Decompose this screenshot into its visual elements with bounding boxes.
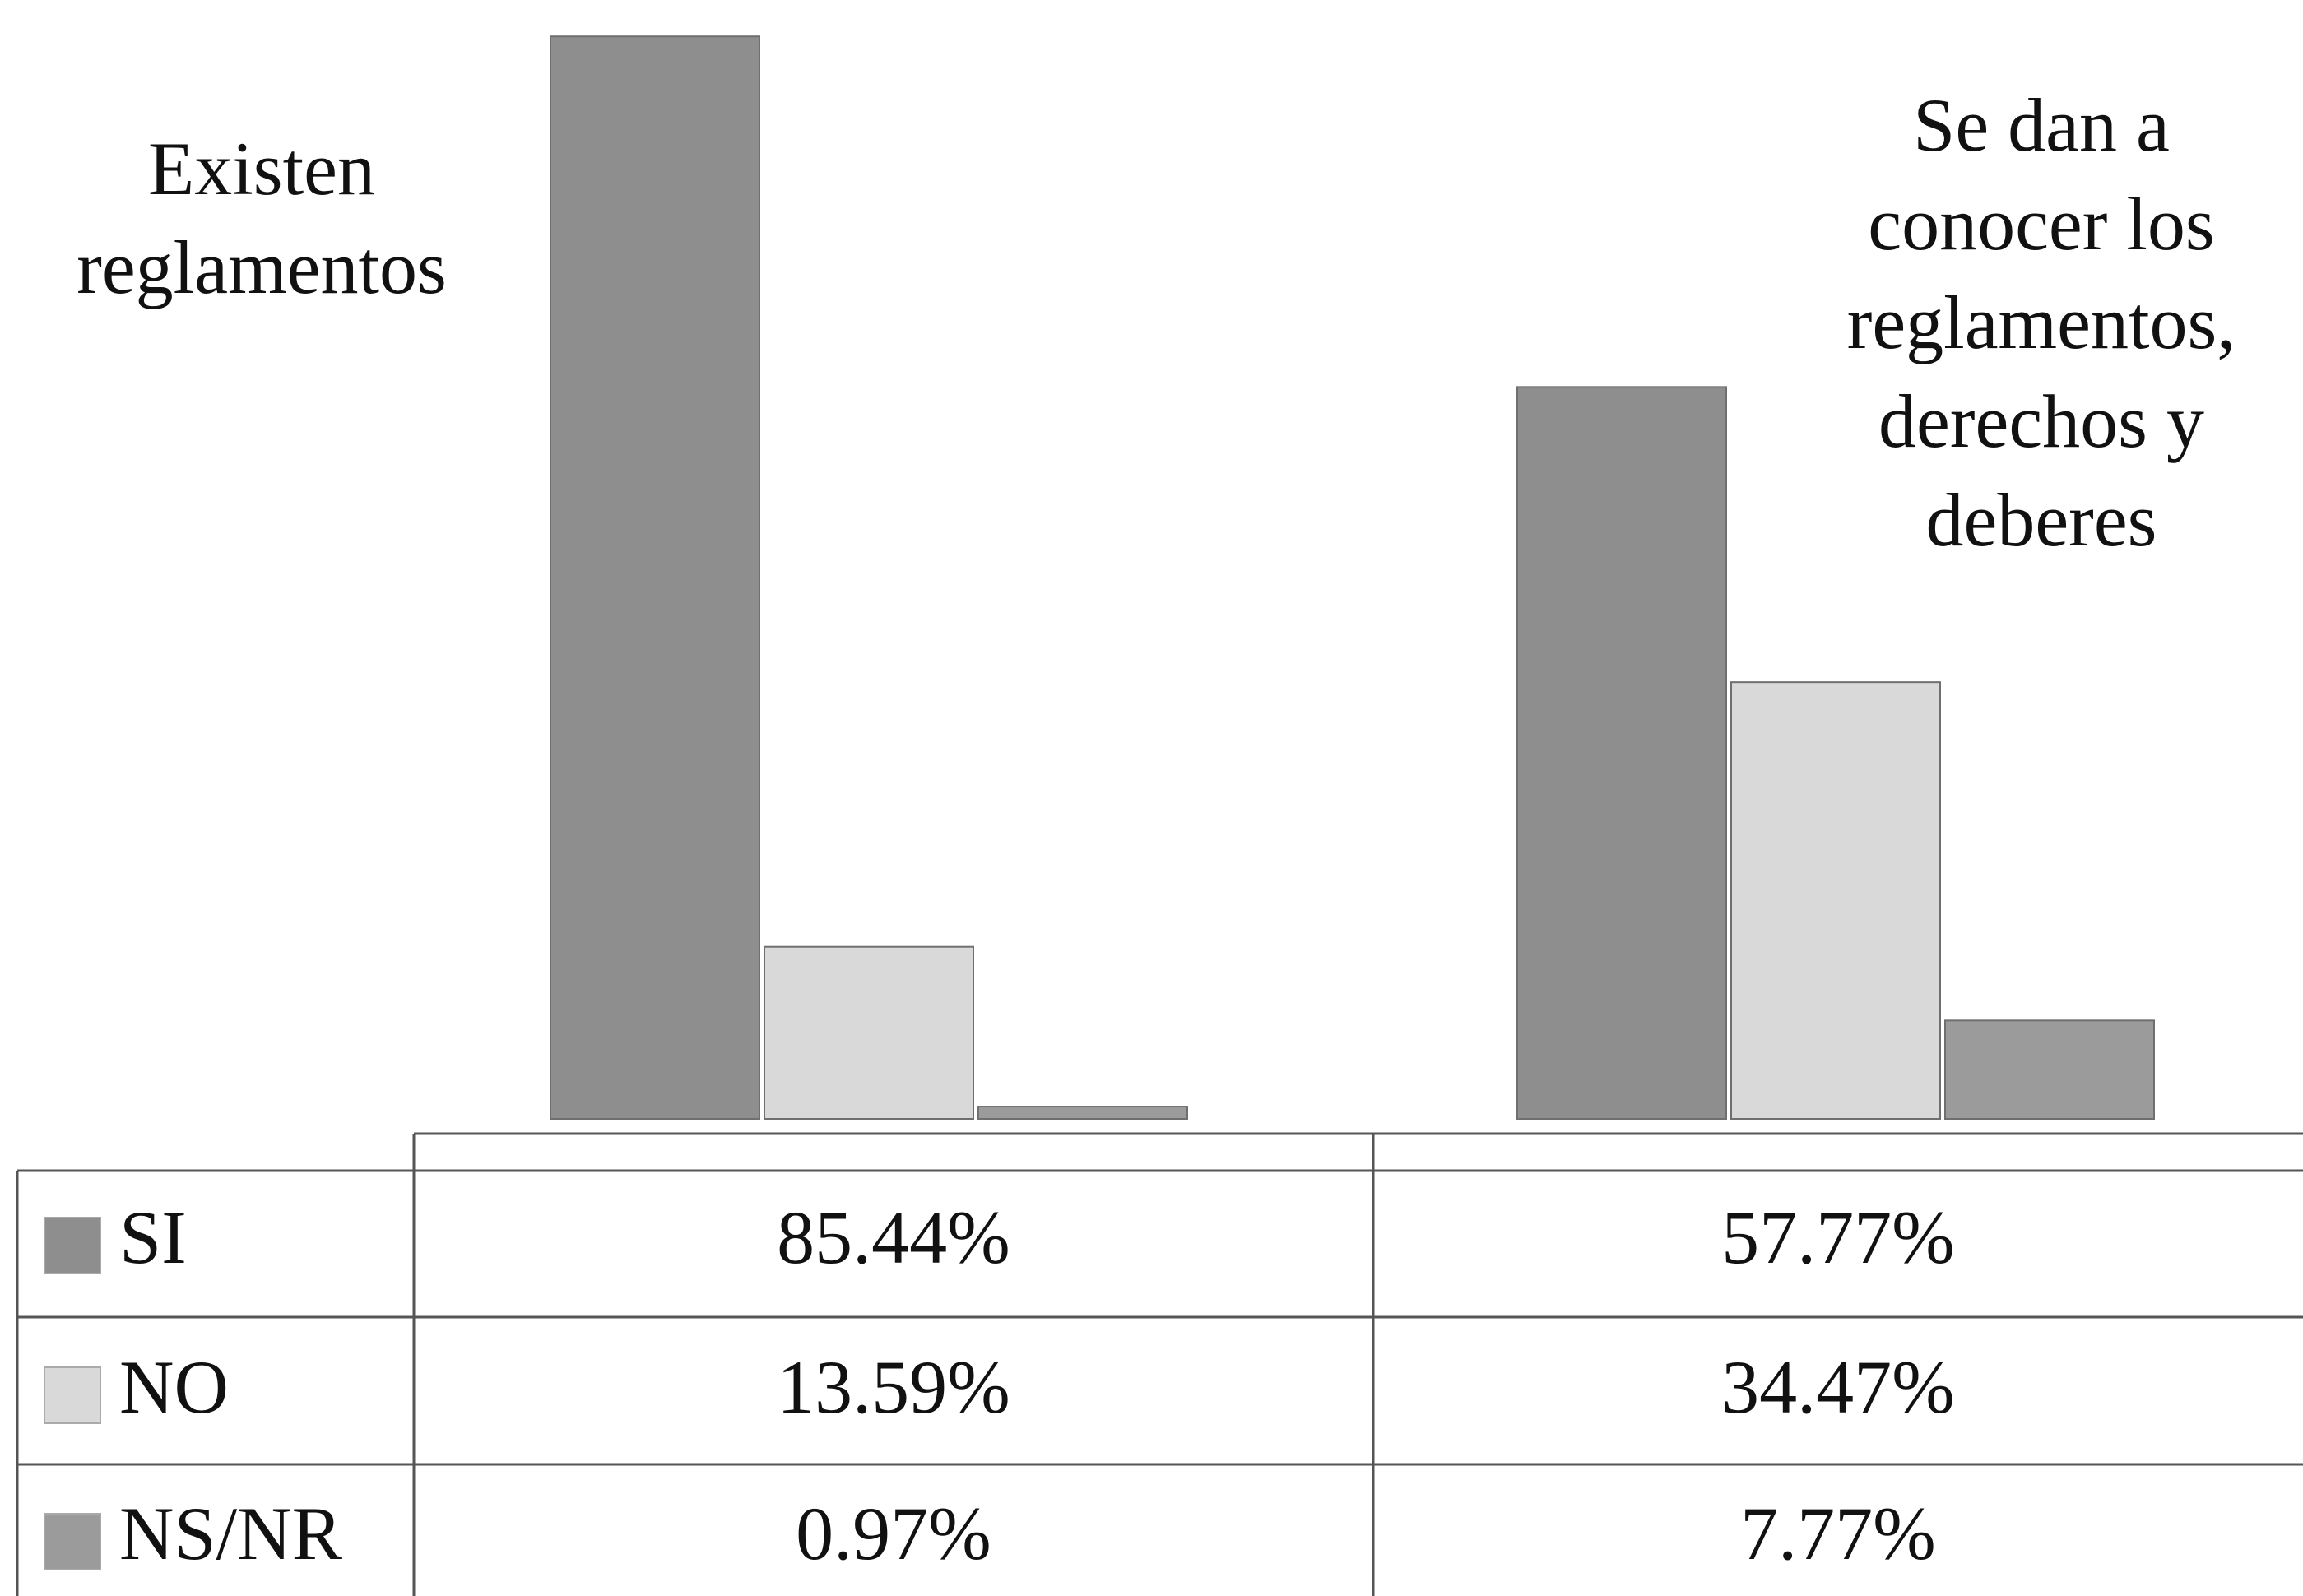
bar [550,35,760,1120]
value-label: 0.97% [796,1492,991,1575]
legend-label: SI [119,1195,187,1279]
category-label: Se dan a conocer los reglamentos, derech… [1846,83,2236,562]
bar [1730,681,1941,1120]
legend-label: NO [119,1345,229,1429]
legend-swatch [44,1217,101,1274]
bar [1516,386,1727,1120]
value-label: 7.77% [1740,1492,1936,1575]
legend-swatch [44,1513,101,1570]
value-label: 13.59% [777,1345,1010,1429]
value-label: 34.47% [1721,1345,1955,1429]
value-label: 57.77% [1721,1195,1955,1279]
bar [764,945,974,1120]
bar [1944,1019,2155,1120]
legend-swatch [44,1366,101,1424]
bar [977,1106,1188,1120]
value-label: 85.44% [777,1195,1010,1279]
legend-label: NS/NR [119,1492,343,1575]
category-label: Existen reglamentos [77,127,447,309]
